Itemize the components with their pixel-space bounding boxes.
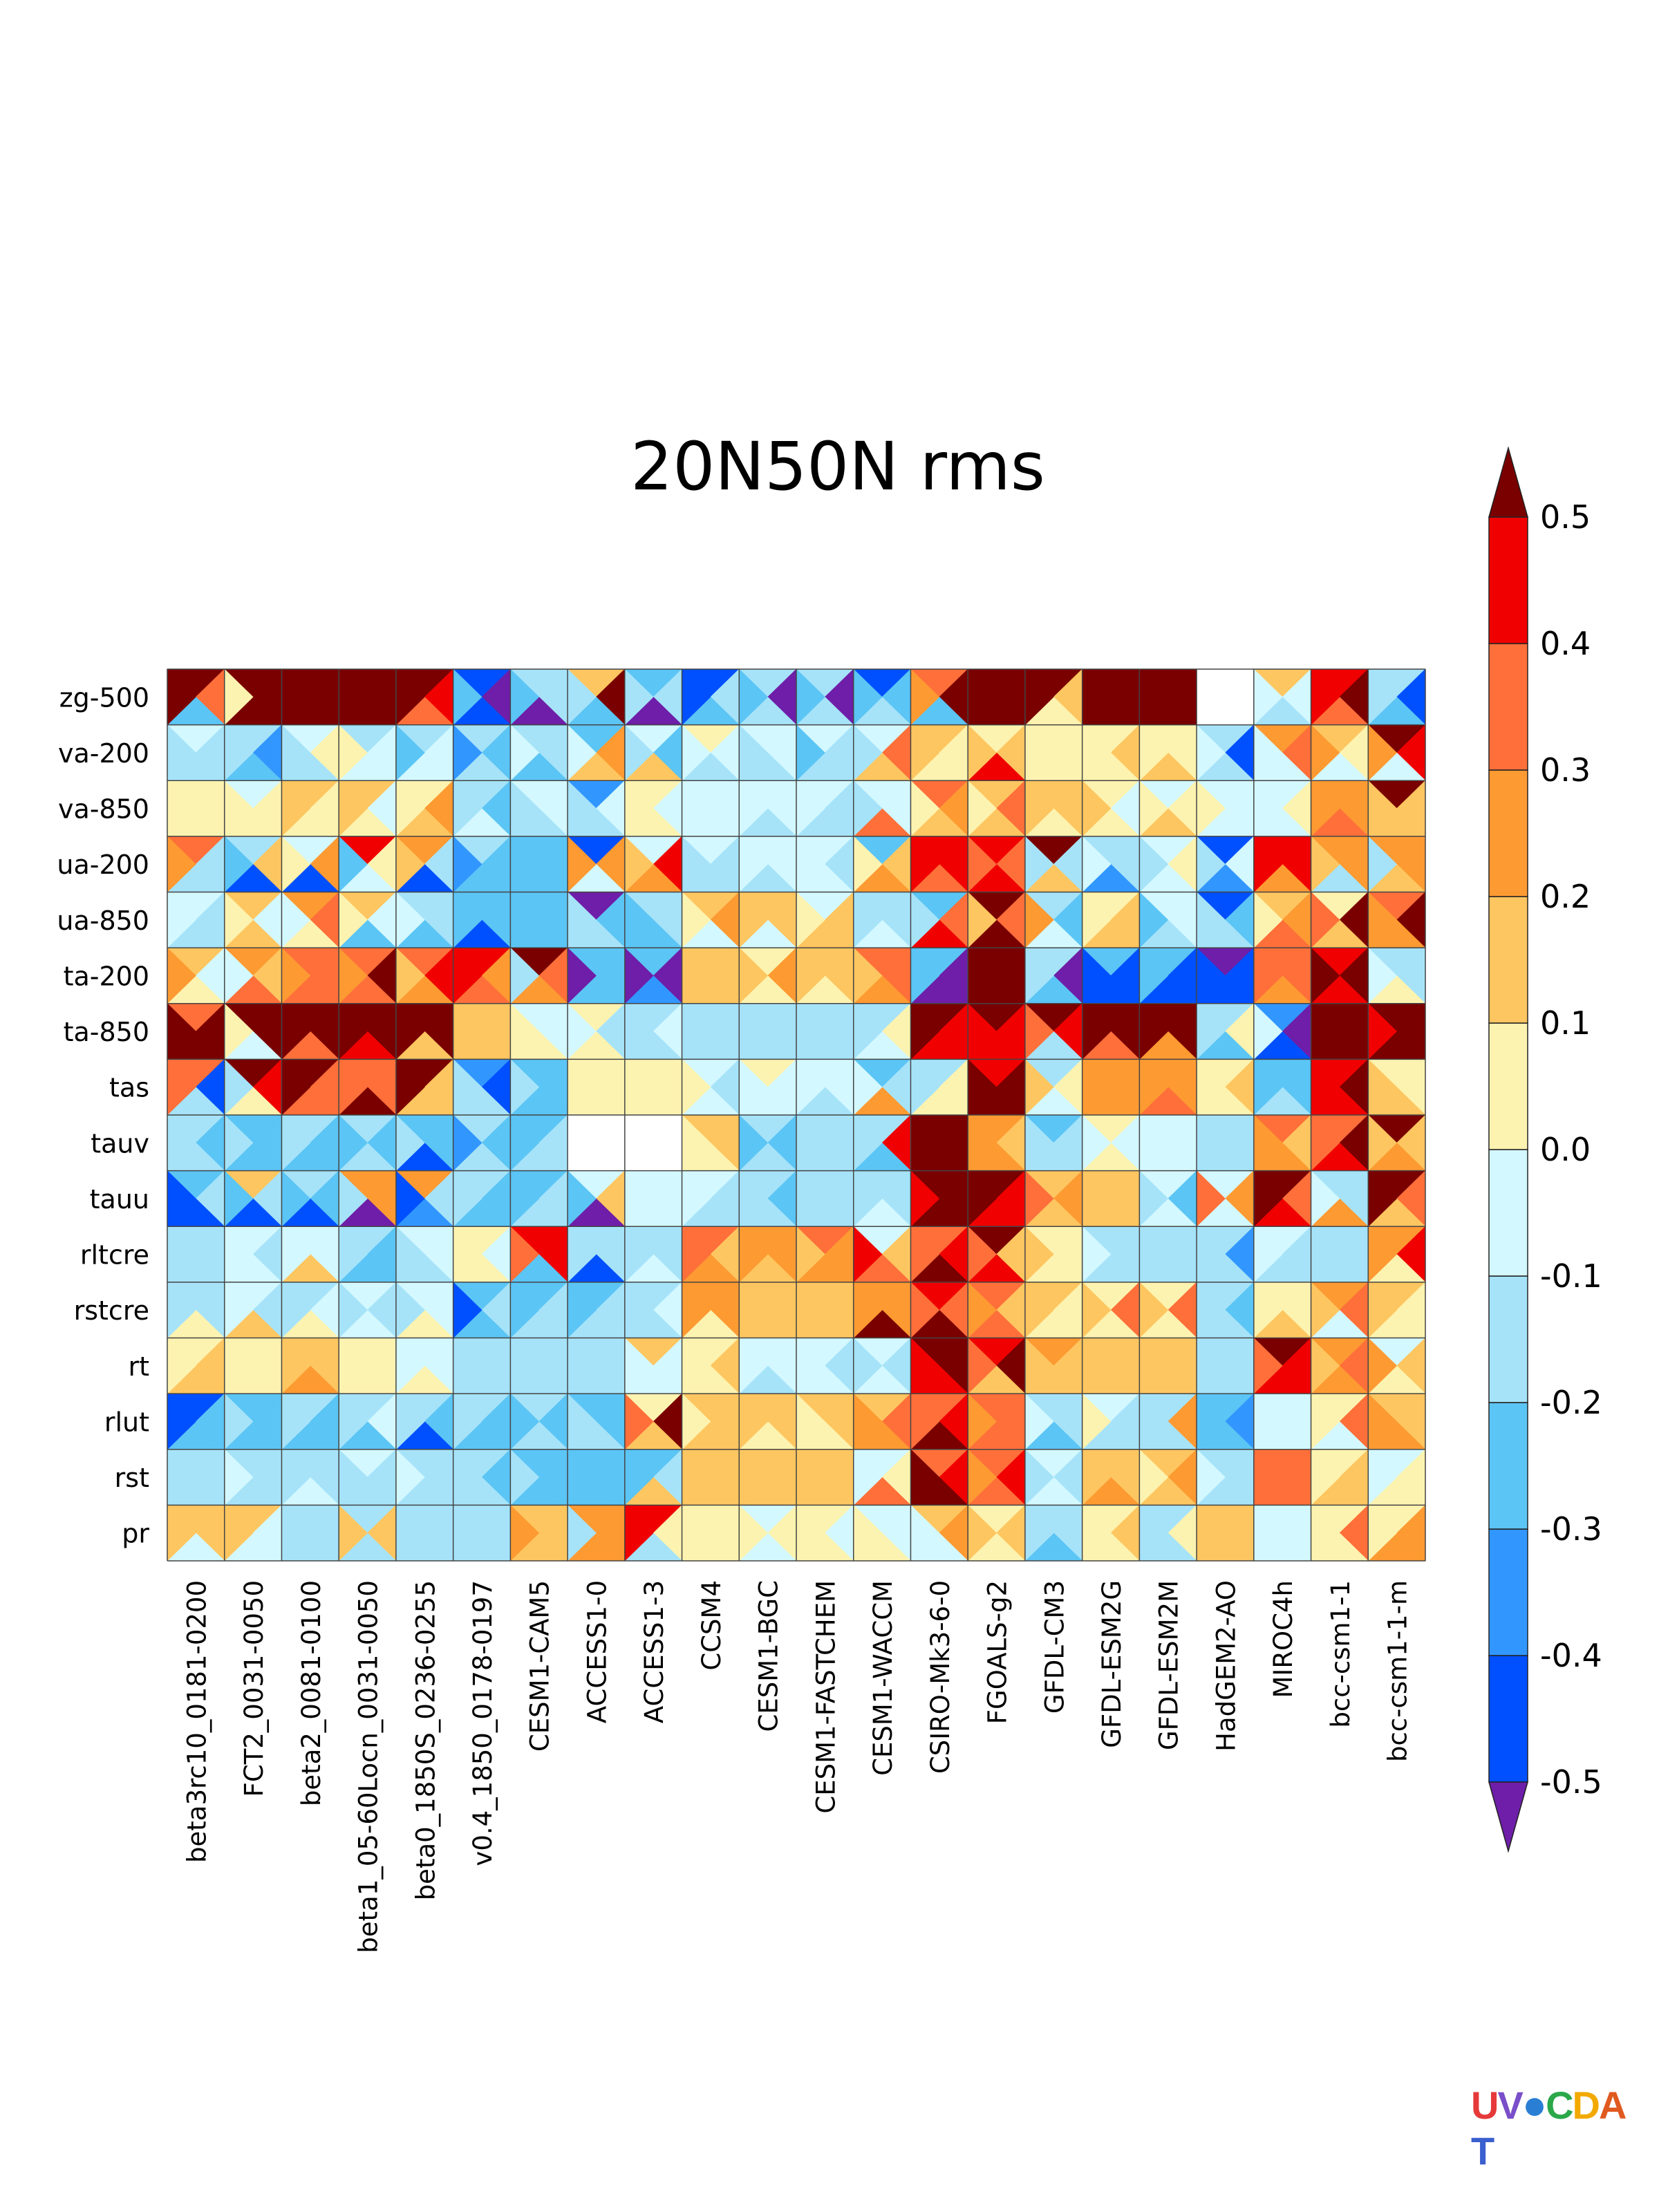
row-label-tas: tas: [109, 1073, 149, 1103]
cell-grid: [167, 668, 1426, 1562]
colorbar-bin: [1488, 1022, 1528, 1150]
column-label-bcc-csm1-1: bcc-csm1-1: [1326, 1580, 1356, 1728]
column-label-FGOALS-g2: FGOALS-g2: [983, 1580, 1013, 1724]
column-label-GFDL-ESM2M: GFDL-ESM2M: [1154, 1580, 1184, 1750]
colorbar-bin: [1488, 643, 1528, 771]
column-label-ACCESS1-3: ACCESS1-3: [639, 1580, 669, 1723]
row-label-pr: pr: [122, 1519, 149, 1549]
column-label-CSIRO-Mk3-6-0: CSIRO-Mk3-6-0: [926, 1580, 955, 1774]
row-label-ua-850: ua-850: [57, 906, 149, 936]
column-label-beta0_1850S_0236-0255: beta0_1850S_0236-0255: [411, 1580, 440, 1900]
colorbar-over-arrow: [1488, 446, 1528, 518]
colorbar-tick-label: 0.4: [1540, 625, 1591, 662]
column-label-FCT2_0031-0050: FCT2_0031-0050: [239, 1580, 269, 1797]
colorbar-tick-label: -0.1: [1540, 1257, 1602, 1295]
column-label-CESM1-FASTCHEM: CESM1-FASTCHEM: [811, 1580, 841, 1814]
colorbar-bin: [1488, 1655, 1528, 1783]
column-label-ACCESS1-0: ACCESS1-0: [582, 1580, 612, 1723]
column-label-beta2_0081-0100: beta2_0081-0100: [297, 1580, 326, 1806]
colorbar-bin: [1488, 896, 1528, 1024]
row-label-ua-200: ua-200: [57, 850, 149, 880]
column-label-GFDL-CM3: GFDL-CM3: [1040, 1580, 1069, 1714]
colorbar-tick-label: -0.2: [1540, 1384, 1602, 1421]
column-label-beta1_05-60Locn_0031-0050: beta1_05-60Locn_0031-0050: [354, 1580, 384, 1953]
chart-title: 20N50N rms: [630, 428, 1045, 505]
colorbar-tick-label: 0.3: [1540, 751, 1591, 789]
column-label-HadGEM2-AO: HadGEM2-AO: [1211, 1580, 1241, 1752]
row-label-ta-850: ta-850: [64, 1017, 149, 1047]
colorbar-bin: [1488, 516, 1528, 644]
colorbar-under-arrow: [1488, 1781, 1528, 1853]
column-label-CESM1-WACCM: CESM1-WACCM: [868, 1580, 898, 1776]
colorbar-tick-label: -0.3: [1540, 1510, 1602, 1548]
colorbar-tick-label: 0.0: [1540, 1131, 1591, 1168]
row-label-rltcre: rltcre: [80, 1240, 149, 1271]
colorbar-tick-label: 0.2: [1540, 878, 1591, 915]
column-label-v0.4_1850_0178-0197: v0.4_1850_0178-0197: [468, 1580, 498, 1866]
row-label-rlut: rlut: [104, 1407, 149, 1437]
column-label-beta3rc10_0181-0200: beta3rc10_0181-0200: [182, 1580, 212, 1863]
colorbar-bin: [1488, 1149, 1528, 1277]
row-label-rst: rst: [115, 1463, 149, 1493]
column-label-GFDL-ESM2G: GFDL-ESM2G: [1097, 1580, 1127, 1748]
row-label-tauv: tauv: [91, 1128, 149, 1159]
colorbar-tick-label: -0.5: [1540, 1763, 1602, 1801]
row-labels: zg-500 va-200 va-850 ua-200 ua-850 ta-200 ta-8…: [57, 682, 149, 1548]
column-label-CESM1-CAM5: CESM1-CAM5: [525, 1580, 555, 1752]
row-label-rt: rt: [128, 1351, 149, 1382]
column-label-MIROC4h: MIROC4h: [1268, 1580, 1298, 1698]
colorbar-tick-label: 0.1: [1540, 1004, 1591, 1042]
colorbar-bin: [1488, 769, 1528, 897]
column-label-bcc-csm1-1-m: bcc-csm1-1-m: [1383, 1580, 1413, 1762]
column-labels: beta3rc10_0181-0200 FCT2_0031-0050 beta2_0…: [182, 1580, 1412, 1953]
row-label-tauu: tauu: [90, 1184, 149, 1215]
uvcdat-logo: UV●CDAT: [1471, 2081, 1627, 2173]
colorbar-bin: [1488, 1275, 1528, 1403]
colorbar-bin: [1488, 1528, 1528, 1656]
grid-lines: [167, 668, 1426, 1562]
colorbar-bin: [1488, 1402, 1528, 1530]
row-label-va-200: va-200: [58, 738, 149, 769]
colorbar: 0.5 0.4 0.3 0.2 0.1 0.0 -0.1 -0.2 -0.3 -0.4 -0.5: [1488, 446, 1602, 1853]
colorbar-tick-label: -0.4: [1540, 1637, 1602, 1674]
row-label-ta-200: ta-200: [64, 961, 149, 991]
colorbar-tick-label: 0.5: [1540, 498, 1591, 536]
column-label-CESM1-BGC: CESM1-BGC: [754, 1580, 784, 1732]
row-label-rstcre: rstcre: [74, 1295, 149, 1326]
column-label-CCSM4: CCSM4: [697, 1580, 727, 1671]
row-label-va-850: va-850: [58, 794, 149, 825]
row-label-zg-500: zg-500: [59, 682, 149, 713]
